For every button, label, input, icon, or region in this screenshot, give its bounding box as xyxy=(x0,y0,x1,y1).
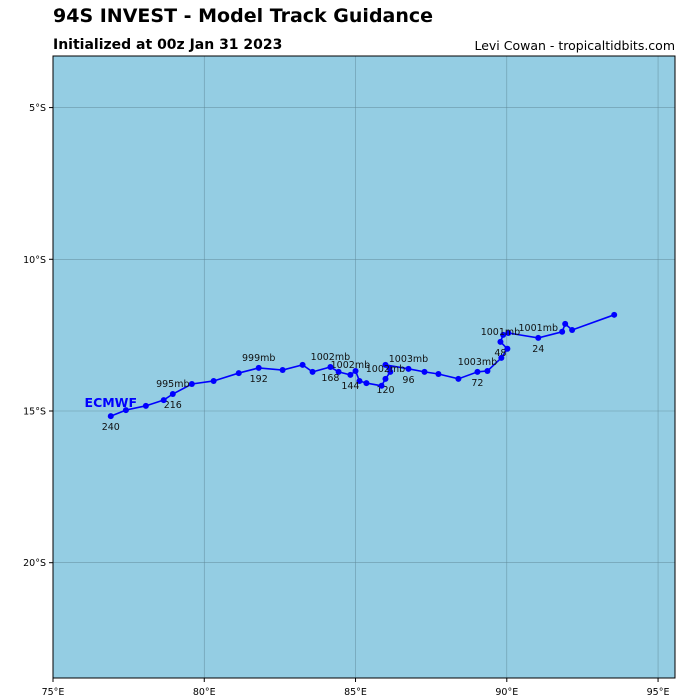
x-tick-label: 95°E xyxy=(647,687,670,698)
x-tick-label: 90°E xyxy=(495,687,518,698)
track-point xyxy=(484,367,491,374)
track-point xyxy=(160,397,167,404)
credit: Levi Cowan - tropicaltidbits.com xyxy=(474,38,675,53)
track-point xyxy=(559,328,566,335)
track-point xyxy=(421,368,428,375)
track-point xyxy=(405,365,412,372)
forecast-hour-label: 72 xyxy=(471,378,483,389)
track-point xyxy=(279,367,286,374)
pressure-label: 999mb xyxy=(242,353,275,364)
track-point xyxy=(309,368,316,375)
pressure-label: 1001mb xyxy=(519,323,558,334)
pressure-label: 1003mb xyxy=(389,354,428,365)
track-point xyxy=(188,380,195,387)
y-tick-label: 20°S xyxy=(23,558,46,569)
track-point xyxy=(500,331,507,338)
track-point xyxy=(435,370,442,377)
ocean-background xyxy=(53,56,675,678)
track-point xyxy=(142,402,149,409)
track-point xyxy=(352,367,359,374)
track-point xyxy=(122,407,129,414)
x-tick-label: 80°E xyxy=(193,687,216,698)
page-title: 94S INVEST - Model Track Guidance xyxy=(53,5,434,27)
forecast-hour-label: 96 xyxy=(402,375,414,386)
forecast-hour-label: 216 xyxy=(164,400,182,411)
forecast-hour-label: 168 xyxy=(321,373,339,384)
pressure-label: 1001mb xyxy=(481,327,520,338)
track-point xyxy=(497,338,504,345)
track-point xyxy=(474,368,481,375)
track-point xyxy=(299,361,306,368)
pressure-label: 1002mb xyxy=(366,364,405,375)
track-point xyxy=(169,391,176,398)
forecast-hour-label: 192 xyxy=(250,374,268,385)
y-tick-label: 15°S xyxy=(23,406,46,417)
track-point xyxy=(335,368,342,375)
pressure-label: 1002mb xyxy=(311,352,350,363)
map-frame xyxy=(52,55,676,679)
track-point xyxy=(535,334,542,341)
forecast-hour-label: 144 xyxy=(341,381,359,392)
track-point xyxy=(504,345,511,352)
forecast-hour-label: 24 xyxy=(532,344,544,355)
track-point xyxy=(455,375,462,382)
track-point xyxy=(210,377,217,384)
y-tick-label: 5°S xyxy=(29,103,46,114)
x-tick-label: 85°E xyxy=(344,687,367,698)
track-point xyxy=(505,330,512,337)
track-point xyxy=(382,375,389,382)
track-point xyxy=(562,320,569,327)
init-time: Initialized at 00z Jan 31 2023 xyxy=(53,37,283,53)
track-point xyxy=(387,368,394,375)
pressure-label: 995mb xyxy=(156,379,189,390)
track-point xyxy=(235,370,242,377)
track-point xyxy=(498,354,505,361)
forecast-hour-label: 120 xyxy=(376,385,394,396)
tracks: 1001mb241001mb481003mb721003mb961002mb12… xyxy=(85,311,618,433)
track-point xyxy=(107,413,114,420)
forecast-hour-label: 240 xyxy=(102,422,120,433)
pressure-label: 1002mb xyxy=(331,360,370,371)
track-point xyxy=(347,371,354,378)
model-name-label: ECMWF xyxy=(85,395,137,410)
y-tick-label: 10°S xyxy=(23,255,46,266)
track-point xyxy=(363,380,370,387)
track-point xyxy=(255,364,262,371)
track-point xyxy=(569,326,576,333)
track-point xyxy=(378,382,385,389)
track-point xyxy=(327,364,334,370)
track-point xyxy=(611,311,618,318)
grid xyxy=(53,56,675,678)
track-point xyxy=(356,377,363,384)
axis-ticks: 75°E 80°E 85°E 90°E 95°E 5°S 10°S 15°S 20°S xyxy=(23,103,669,698)
pressure-label: 1003mb xyxy=(458,357,497,368)
forecast-hour-label: 48 xyxy=(494,348,506,359)
x-tick-label: 75°E xyxy=(42,687,65,698)
